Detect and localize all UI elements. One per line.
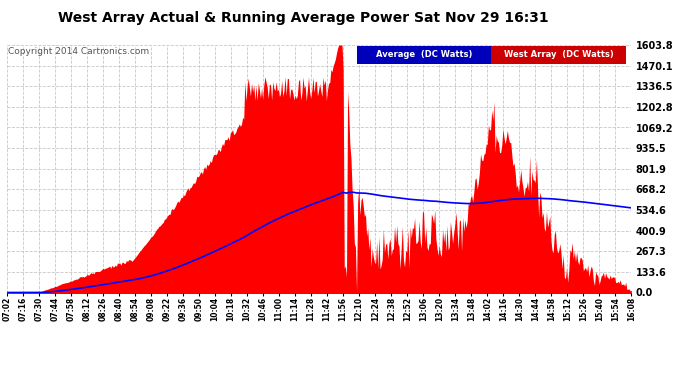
Text: West Array Actual & Running Average Power Sat Nov 29 16:31: West Array Actual & Running Average Powe… [58,11,549,25]
FancyBboxPatch shape [491,46,626,63]
Text: West Array  (DC Watts): West Array (DC Watts) [504,50,613,59]
Text: Copyright 2014 Cartronics.com: Copyright 2014 Cartronics.com [8,48,149,57]
Text: Average  (DC Watts): Average (DC Watts) [375,50,472,59]
FancyBboxPatch shape [357,46,491,63]
